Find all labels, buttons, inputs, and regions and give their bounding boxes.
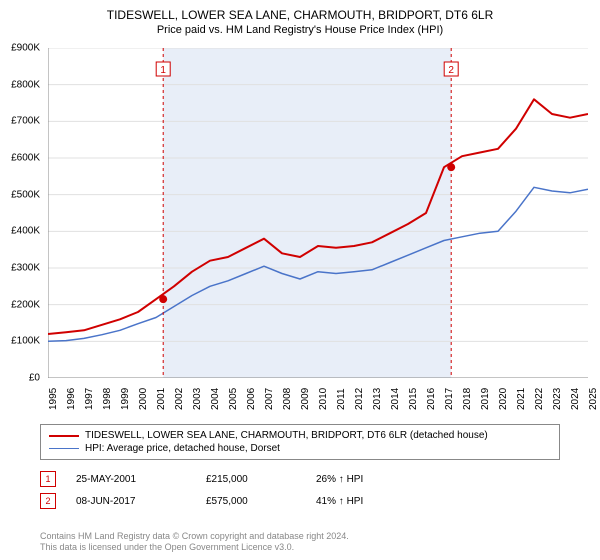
x-tick-label: 1999: [120, 388, 131, 410]
x-tick-label: 2012: [354, 388, 365, 410]
chart-subtitle: Price paid vs. HM Land Registry's House …: [0, 22, 600, 36]
x-tick-label: 2006: [246, 388, 257, 410]
marker-pct: 26% ↑ HPI: [316, 474, 416, 485]
x-tick-label: 2020: [498, 388, 509, 410]
x-tick-label: 2003: [192, 388, 203, 410]
legend-swatch: [49, 448, 79, 449]
x-tick-label: 2008: [282, 388, 293, 410]
marker-price: £215,000: [206, 474, 296, 485]
x-tick-label: 2010: [318, 388, 329, 410]
x-tick-label: 2022: [534, 388, 545, 410]
x-tick-label: 1997: [84, 388, 95, 410]
marker-date: 08-JUN-2017: [76, 496, 186, 507]
y-tick-label: £500K: [11, 189, 40, 200]
y-tick-label: £200K: [11, 299, 40, 310]
y-tick-label: £100K: [11, 336, 40, 347]
x-tick-label: 2009: [300, 388, 311, 410]
x-tick-label: 2014: [390, 388, 401, 410]
x-tick-label: 2011: [336, 388, 347, 410]
chart-plot: 12: [48, 48, 588, 378]
x-tick-label: 2001: [156, 388, 167, 410]
x-tick-label: 2025: [588, 388, 599, 410]
chart-title: TIDESWELL, LOWER SEA LANE, CHARMOUTH, BR…: [0, 0, 600, 22]
svg-text:1: 1: [160, 65, 166, 76]
x-tick-label: 2016: [426, 388, 437, 410]
x-tick-label: 2019: [480, 388, 491, 410]
footer-line2: This data is licensed under the Open Gov…: [40, 542, 349, 554]
x-tick-label: 1996: [66, 388, 77, 410]
x-tick-label: 2005: [228, 388, 239, 410]
x-tick-label: 2007: [264, 388, 275, 410]
x-tick-label: 2018: [462, 388, 473, 410]
x-tick-label: 2024: [570, 388, 581, 410]
y-tick-label: £800K: [11, 79, 40, 90]
x-tick-label: 2013: [372, 388, 383, 410]
x-tick-label: 2004: [210, 388, 221, 410]
y-axis: £0£100K£200K£300K£400K£500K£600K£700K£80…: [0, 48, 44, 378]
legend-label: TIDESWELL, LOWER SEA LANE, CHARMOUTH, BR…: [85, 430, 488, 441]
x-tick-label: 2015: [408, 388, 419, 410]
x-tick-label: 2002: [174, 388, 185, 410]
y-tick-label: £400K: [11, 226, 40, 237]
y-tick-label: £0: [29, 373, 40, 384]
y-tick-label: £700K: [11, 116, 40, 127]
legend: TIDESWELL, LOWER SEA LANE, CHARMOUTH, BR…: [40, 424, 560, 460]
legend-label: HPI: Average price, detached house, Dors…: [85, 443, 280, 454]
x-tick-label: 2021: [516, 388, 527, 410]
x-tick-label: 2023: [552, 388, 563, 410]
marker-pct: 41% ↑ HPI: [316, 496, 416, 507]
y-tick-label: £600K: [11, 153, 40, 164]
marker-badge: 2: [40, 493, 56, 509]
chart-svg: 12: [48, 48, 588, 378]
marker-row: 2 08-JUN-2017 £575,000 41% ↑ HPI: [40, 490, 560, 512]
footer-attribution: Contains HM Land Registry data © Crown c…: [40, 531, 349, 554]
x-axis: 1995 1996 1997 1998 1999 2000 2001 2002 2003 2004…: [48, 382, 588, 422]
footer-line1: Contains HM Land Registry data © Crown c…: [40, 531, 349, 543]
x-tick-label: 1998: [102, 388, 113, 410]
x-tick-label: 2017: [444, 388, 455, 410]
legend-row: HPI: Average price, detached house, Dors…: [49, 442, 551, 455]
x-tick-label: 2000: [138, 388, 149, 410]
x-tick-label: 1995: [48, 388, 59, 410]
legend-swatch: [49, 435, 79, 437]
marker-table: 1 25-MAY-2001 £215,000 26% ↑ HPI 2 08-JUN-201…: [40, 468, 560, 512]
y-tick-label: £300K: [11, 263, 40, 274]
marker-date: 25-MAY-2001: [76, 474, 186, 485]
marker-price: £575,000: [206, 496, 296, 507]
y-tick-label: £900K: [11, 43, 40, 54]
legend-row: TIDESWELL, LOWER SEA LANE, CHARMOUTH, BR…: [49, 429, 551, 442]
marker-badge: 1: [40, 471, 56, 487]
svg-text:2: 2: [448, 65, 454, 76]
marker-row: 1 25-MAY-2001 £215,000 26% ↑ HPI: [40, 468, 560, 490]
